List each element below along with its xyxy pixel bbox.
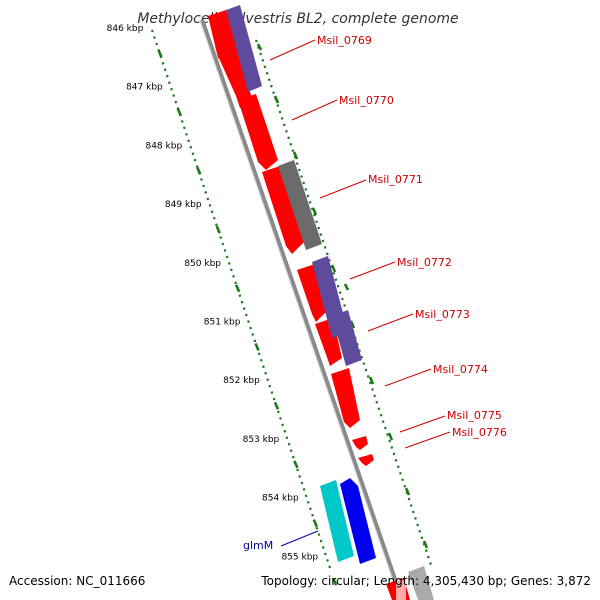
kbp-tick-mark [312, 519, 319, 528]
gene-leader-line [384, 368, 432, 387]
accession-text: Accession: NC_011666 [9, 574, 145, 588]
gene-label-msil_0771[interactable]: Msil_0771 [368, 173, 423, 186]
gene-arrow [396, 580, 406, 600]
gene-arrow [238, 94, 278, 170]
gene-leader-line [349, 261, 396, 280]
gene-leader-line [280, 530, 319, 547]
gene-arrow [297, 264, 326, 322]
kbp-tick-label: 851 kbp [204, 318, 241, 328]
gene-arrow [262, 166, 304, 254]
kbp-tick-mark [215, 225, 221, 234]
genome-summary-text: Topology: circular; Length: 4,305,430 bp… [260, 574, 591, 588]
kbp-tick-label: 854 kbp [262, 494, 299, 504]
domain-block [226, 5, 262, 92]
kbp-tick-mark [273, 401, 280, 410]
kbp-tick-mark [234, 284, 241, 293]
glmm-gene-arrow [340, 478, 376, 564]
gene-label-msil_0776[interactable]: Msil_0776 [452, 426, 507, 439]
kbp-tick-label: 855 kbp [281, 552, 318, 562]
gene-leader-line [269, 39, 316, 61]
gene-arrow [218, 50, 252, 108]
genome-backbone [199, 19, 405, 600]
gene-label-msil_0769[interactable]: Msil_0769 [317, 34, 372, 47]
cds-features [208, 10, 410, 600]
gene-label-msil_0775[interactable]: Msil_0775 [447, 409, 502, 422]
kbp-tick-mark [196, 166, 202, 175]
kbp-scale: 846 kbp 847 kbp 848 kbp 849 kbp 850 kbp 851 k… [107, 24, 338, 586]
domain-features [226, 5, 434, 600]
gene-label-msil_0774[interactable]: Msil_0774 [433, 363, 488, 376]
domain-block [332, 310, 362, 366]
kbp-tick-label: 848 kbp [145, 141, 182, 151]
kbp-tick-mark [176, 108, 183, 117]
kbp-tick-mark [293, 460, 299, 469]
gene-arrow [331, 368, 360, 428]
gene-label-msil_0770[interactable]: Msil_0770 [339, 94, 394, 107]
gene-arrow [358, 454, 374, 466]
cyan-feature-block [320, 480, 354, 562]
outer-dotted-track [254, 39, 434, 569]
kbp-tick-mark [254, 342, 260, 352]
map-title: Methylocella silvestris BL2, complete ge… [137, 11, 458, 27]
kbp-tick-label: 850 kbp [184, 259, 221, 269]
kbp-tick-label: 847 kbp [126, 83, 163, 93]
gene-label-glmm[interactable]: glmM [243, 539, 273, 552]
kbp-tick-label: 846 kbp [107, 24, 144, 34]
domain-block [408, 566, 434, 600]
gray-feature-block [278, 160, 322, 250]
gene-leader-line [404, 431, 451, 449]
gene-label-msil_0773[interactable]: Msil_0773 [415, 308, 470, 321]
gene-leader-line [291, 99, 338, 121]
gene-labels: Msil_0769 Msil_0770 Msil_0771 Msil_0772 Msil… [243, 34, 507, 552]
genome-backbone-highlight [199, 19, 401, 600]
gene-arrow [352, 436, 368, 450]
kbp-tick-label: 852 kbp [223, 376, 260, 386]
kbp-tick-label: 853 kbp [243, 435, 280, 445]
kbp-tick-label: 849 kbp [165, 200, 202, 210]
gene-leader-line [399, 415, 446, 433]
gene-leader-line [319, 179, 367, 199]
kbp-tick-mark [332, 577, 338, 586]
outer-track-dashes [256, 43, 429, 549]
gene-label-msil_0772[interactable]: Msil_0772 [397, 256, 452, 269]
gene-leader-line [367, 313, 414, 332]
kbp-tick-mark [157, 49, 163, 58]
